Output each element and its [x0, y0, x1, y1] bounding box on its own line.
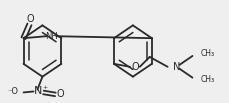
Text: O: O [27, 14, 34, 24]
Text: CH₃: CH₃ [199, 75, 214, 84]
Text: +: + [43, 85, 48, 90]
Text: N: N [34, 86, 42, 96]
Text: O: O [56, 89, 64, 99]
Text: CH₃: CH₃ [199, 49, 214, 59]
Text: NH: NH [45, 32, 57, 41]
Text: N: N [172, 62, 180, 72]
Text: ⁻O: ⁻O [8, 87, 19, 96]
Text: O: O [131, 62, 138, 72]
